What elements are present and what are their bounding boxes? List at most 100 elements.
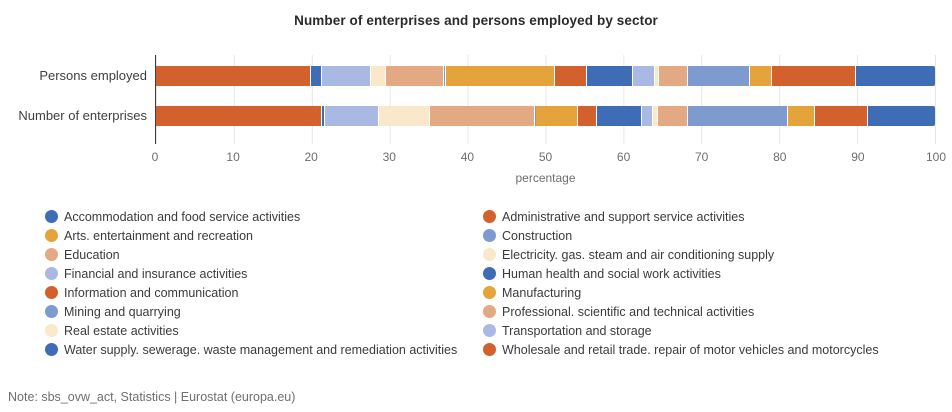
x-axis-ticks: 0 10 20 30 40 50 60 70 80 90 100 [151, 150, 946, 164]
bar-segment[interactable] [577, 106, 597, 126]
stacked-bar-persons-employed [156, 66, 935, 86]
legend-swatch-icon [483, 248, 496, 261]
legend-label: Wholesale and retail trade. repair of mo… [502, 342, 879, 357]
legend-item[interactable]: Electricity. gas. steam and air conditio… [483, 248, 879, 262]
x-tick-label: 30 [382, 150, 396, 164]
bar-segment[interactable] [772, 66, 856, 86]
legend-label: Arts. entertainment and recreation [64, 228, 253, 243]
legend-swatch-icon [483, 305, 496, 318]
legend-label: Human health and social work activities [502, 266, 721, 281]
bar-segment[interactable] [787, 106, 814, 126]
legend-swatch-icon [483, 324, 496, 337]
x-tick-label: 60 [616, 150, 631, 164]
legend-label: Water supply. sewerage. waste management… [64, 342, 458, 357]
legend-item[interactable]: Mining and quarrying [45, 305, 483, 319]
bar-segment[interactable] [310, 66, 322, 86]
legend-item[interactable]: Real estate activities [45, 324, 483, 338]
bar-segment[interactable] [658, 106, 687, 126]
legend-swatch-icon [45, 305, 58, 318]
bar-segment[interactable] [659, 66, 687, 86]
bar-segment[interactable] [322, 66, 371, 86]
bar-segment[interactable] [379, 106, 429, 126]
legend-item[interactable]: Water supply. sewerage. waste management… [45, 343, 483, 357]
stacked-bar-number-of-enterprises [156, 106, 935, 126]
legend-swatch-icon [45, 324, 58, 337]
legend-swatch-icon [483, 229, 496, 242]
legend-swatch-icon [45, 229, 58, 242]
x-tick-label: 90 [851, 150, 865, 164]
bar-segment[interactable] [371, 66, 386, 86]
bar-segment[interactable] [814, 106, 867, 126]
legend-swatch-icon [45, 210, 58, 223]
legend-label: Administrative and support service activ… [502, 209, 745, 224]
bar-segment[interactable] [597, 106, 641, 126]
bar-segment[interactable] [652, 106, 658, 126]
legend-label: Electricity. gas. steam and air conditio… [502, 247, 775, 262]
legend-label: Education [64, 247, 120, 262]
bar-segment[interactable] [750, 66, 772, 86]
legend-item[interactable]: Human health and social work activities [483, 267, 879, 281]
legend-item[interactable]: Arts. entertainment and recreation [45, 229, 483, 243]
legend-item[interactable]: Information and communication [45, 286, 483, 300]
legend-item[interactable]: Transportation and storage [483, 324, 879, 338]
bar-segment[interactable] [534, 106, 536, 126]
legend-item[interactable]: Accommodation and food service activitie… [45, 210, 483, 224]
bar-segment[interactable] [687, 66, 750, 86]
legend-item[interactable]: Manufacturing [483, 286, 879, 300]
bar-segment[interactable] [554, 66, 587, 86]
legend-label: Real estate activities [64, 323, 179, 338]
source-note: Note: sbs_ovw_act, Statistics | Eurostat… [8, 390, 296, 404]
x-tick-label: 100 [925, 150, 947, 164]
bar-segment[interactable] [856, 66, 935, 86]
legend-swatch-icon [483, 210, 496, 223]
bar-segment[interactable] [386, 66, 444, 86]
legend-label: Construction [502, 228, 573, 243]
plot-grid [155, 55, 936, 144]
legend-item[interactable]: Construction [483, 229, 879, 243]
legend-swatch-icon [45, 286, 58, 299]
x-tick-label: 70 [695, 150, 709, 164]
legend-item[interactable]: Wholesale and retail trade. repair of mo… [483, 343, 879, 357]
legend-swatch-icon [483, 343, 496, 356]
legend-swatch-icon [45, 248, 58, 261]
bar-segment[interactable] [641, 106, 652, 126]
bar-segment[interactable] [867, 106, 935, 126]
x-tick-label: 0 [151, 150, 159, 164]
legend-label: Professional. scientific and technical a… [502, 304, 755, 319]
x-tick-label: 50 [538, 150, 553, 164]
legend-item[interactable]: Education [45, 248, 483, 262]
legend-swatch-icon [45, 343, 58, 356]
legend: Accommodation and food service activitie… [45, 207, 879, 359]
bar-segment[interactable] [444, 66, 446, 86]
legend-swatch-icon [483, 286, 496, 299]
bar-segment[interactable] [687, 106, 787, 126]
legend-label: Manufacturing [502, 285, 582, 300]
bar-segment[interactable] [632, 66, 654, 86]
category-label-persons-employed: Persons employed [39, 68, 147, 83]
x-tick-label: 20 [304, 150, 318, 164]
legend-label: Mining and quarrying [64, 304, 181, 319]
chart-title: Number of enterprises and persons employ… [294, 13, 658, 28]
bar-segment[interactable] [156, 106, 322, 126]
bar-segment[interactable] [322, 106, 325, 126]
x-axis-title: percentage [515, 171, 576, 185]
bar-segment[interactable] [446, 66, 554, 86]
bar-segment[interactable] [587, 66, 632, 86]
bar-segment[interactable] [429, 106, 534, 126]
legend-item[interactable]: Financial and insurance activities [45, 267, 483, 281]
x-tick-label: 80 [773, 150, 787, 164]
legend-label: Information and communication [64, 285, 239, 300]
bar-segment[interactable] [156, 66, 310, 86]
x-tick-label: 10 [226, 150, 240, 164]
legend-swatch-icon [483, 267, 496, 280]
bar-segment[interactable] [325, 106, 379, 126]
bar-segment[interactable] [536, 106, 577, 126]
legend-swatch-icon [45, 267, 58, 280]
legend-label: Accommodation and food service activitie… [64, 209, 301, 224]
legend-item[interactable]: Professional. scientific and technical a… [483, 305, 879, 319]
legend-item[interactable]: Administrative and support service activ… [483, 210, 879, 224]
x-tick-label: 40 [460, 150, 475, 164]
legend-label: Financial and insurance activities [64, 266, 248, 281]
bar-segment[interactable] [654, 66, 659, 86]
